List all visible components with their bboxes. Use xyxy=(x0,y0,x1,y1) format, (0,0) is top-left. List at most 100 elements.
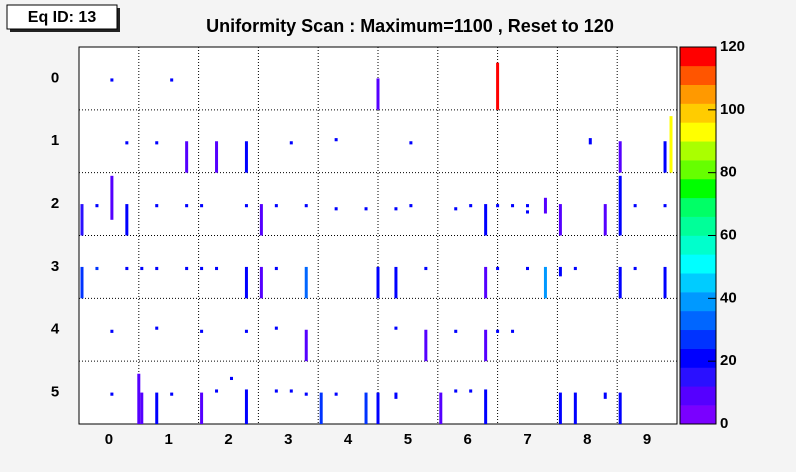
cell xyxy=(274,204,278,208)
cell xyxy=(496,204,500,208)
cell xyxy=(526,210,529,214)
cell xyxy=(200,204,204,208)
color-bar-band xyxy=(680,348,716,368)
cell xyxy=(526,204,529,208)
y-tick-label: 2 xyxy=(51,195,59,212)
color-bar-band xyxy=(680,160,716,180)
cell xyxy=(155,141,159,145)
cell xyxy=(618,266,622,299)
cell xyxy=(454,389,458,393)
y-tick-label: 0 xyxy=(51,69,59,86)
x-tick-label: 6 xyxy=(464,431,472,448)
color-bar-band xyxy=(680,310,716,331)
color-bar-band xyxy=(680,178,716,199)
cell xyxy=(573,392,577,424)
z-tick-label: 20 xyxy=(720,352,737,369)
cell xyxy=(244,141,248,173)
cell xyxy=(484,329,488,362)
cell xyxy=(274,266,278,271)
cell xyxy=(633,204,637,208)
cell xyxy=(304,329,308,362)
cell xyxy=(603,392,607,399)
cell xyxy=(200,266,204,271)
cell xyxy=(170,78,174,82)
cell xyxy=(364,392,368,424)
cell xyxy=(558,266,562,277)
cell xyxy=(496,266,500,271)
x-tick-label: 7 xyxy=(523,431,531,448)
z-tick-label: 60 xyxy=(720,226,737,243)
cell xyxy=(543,266,547,299)
cell xyxy=(439,392,443,424)
color-bar-band xyxy=(680,235,716,255)
cell xyxy=(140,392,144,424)
cell xyxy=(663,141,667,173)
color-bar-band xyxy=(680,84,716,104)
cell xyxy=(304,266,308,299)
cell xyxy=(215,266,219,271)
cell xyxy=(215,389,219,393)
cell xyxy=(511,204,515,208)
cell xyxy=(526,266,529,271)
cell xyxy=(170,392,174,396)
cell xyxy=(334,138,338,142)
cell xyxy=(110,392,114,396)
cell xyxy=(409,141,413,145)
label-box xyxy=(6,4,118,30)
cell xyxy=(394,266,398,299)
cell xyxy=(155,392,159,424)
cell xyxy=(244,266,248,299)
cell xyxy=(409,204,413,208)
cell xyxy=(633,266,637,271)
cell xyxy=(663,266,667,299)
cell xyxy=(376,392,380,424)
cell xyxy=(496,62,500,110)
cell xyxy=(618,175,622,236)
x-tick-label: 4 xyxy=(344,431,353,448)
z-tick-label: 0 xyxy=(720,415,728,432)
cell xyxy=(140,266,144,271)
cell xyxy=(244,389,248,424)
z-tick-label: 80 xyxy=(720,164,737,181)
label-box-text: Eq ID: 13 xyxy=(28,9,97,26)
y-tick-label: 3 xyxy=(51,258,59,275)
cell xyxy=(394,207,398,211)
color-bar-band xyxy=(680,405,716,425)
x-tick-label: 5 xyxy=(404,431,412,448)
cell xyxy=(469,204,473,208)
cell xyxy=(155,204,159,208)
cell xyxy=(155,326,159,330)
cell xyxy=(573,266,577,271)
cell xyxy=(334,392,338,396)
chart-title: Uniformity Scan : Maximum=1100 , Reset t… xyxy=(206,16,614,36)
cell xyxy=(289,389,293,393)
x-tick-label: 2 xyxy=(224,431,232,448)
color-bar-band xyxy=(680,254,716,274)
cell xyxy=(289,141,293,145)
x-tick-label: 3 xyxy=(284,431,292,448)
x-tick-label: 8 xyxy=(583,431,591,448)
cell xyxy=(618,141,622,173)
cell xyxy=(618,392,622,424)
color-bar-band xyxy=(680,367,716,387)
x-tick-label: 0 xyxy=(105,431,113,448)
cell xyxy=(469,389,473,393)
cell xyxy=(484,389,488,424)
cell xyxy=(603,204,607,236)
z-tick-label: 100 xyxy=(720,101,745,118)
cell xyxy=(376,78,380,110)
cell xyxy=(511,329,515,333)
x-tick-label: 9 xyxy=(643,431,651,448)
cell xyxy=(185,141,189,173)
color-bar-band xyxy=(680,273,716,293)
cell xyxy=(80,266,84,299)
cell xyxy=(155,266,159,271)
color-bar-band xyxy=(680,141,716,161)
cell xyxy=(663,204,667,208)
cell xyxy=(200,392,204,424)
color-bar-band xyxy=(680,65,716,85)
color-bar-band xyxy=(680,103,716,123)
cell xyxy=(95,266,99,271)
cell xyxy=(376,266,380,299)
